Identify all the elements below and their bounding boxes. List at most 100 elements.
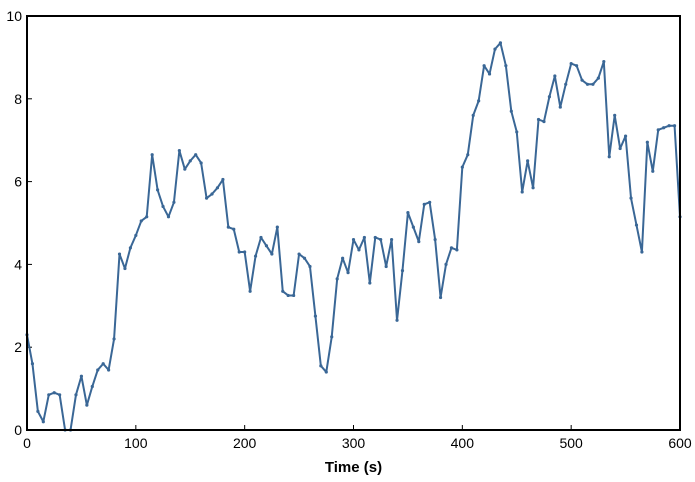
data-point xyxy=(221,177,225,182)
data-point xyxy=(558,105,562,109)
data-point xyxy=(662,126,666,130)
data-point xyxy=(515,130,519,134)
data-point xyxy=(341,256,345,260)
data-point xyxy=(79,374,84,378)
data-point xyxy=(585,82,590,86)
data-point xyxy=(667,124,671,128)
data-point xyxy=(531,186,535,190)
data-point xyxy=(52,391,56,395)
data-point xyxy=(400,269,405,273)
data-point xyxy=(618,146,622,151)
data-point xyxy=(188,159,192,163)
x-tick-label: 500 xyxy=(559,435,583,451)
data-point xyxy=(498,41,503,45)
data-point xyxy=(128,246,132,250)
data-point xyxy=(90,384,94,389)
data-point xyxy=(226,225,230,229)
y-tick-label: 6 xyxy=(14,174,22,190)
series-layer xyxy=(25,41,682,432)
data-point xyxy=(74,393,78,397)
data-point xyxy=(351,237,356,242)
data-point xyxy=(591,82,595,86)
data-point xyxy=(199,161,203,165)
data-point xyxy=(215,186,220,190)
data-point xyxy=(362,235,366,240)
data-point xyxy=(656,128,660,132)
data-point xyxy=(449,246,454,250)
series-line xyxy=(26,41,681,431)
data-point xyxy=(613,113,617,117)
data-point xyxy=(384,264,388,269)
x-tick-label: 200 xyxy=(233,435,257,451)
data-point xyxy=(536,117,541,122)
data-point xyxy=(194,153,198,157)
data-point xyxy=(248,289,252,293)
data-point xyxy=(411,225,415,229)
data-point xyxy=(466,153,470,157)
data-point xyxy=(96,368,100,372)
data-point xyxy=(433,237,437,242)
data-point xyxy=(368,281,372,285)
data-point xyxy=(444,262,448,266)
data-point xyxy=(139,219,143,223)
data-point xyxy=(373,235,377,240)
data-point xyxy=(607,155,611,159)
data-point xyxy=(41,420,45,424)
data-point xyxy=(596,76,600,80)
data-point xyxy=(232,227,236,231)
data-point xyxy=(335,277,339,281)
data-point xyxy=(264,244,269,248)
data-point xyxy=(455,248,459,252)
data-point xyxy=(580,78,584,82)
data-point xyxy=(569,62,573,66)
data-point xyxy=(477,99,481,103)
data-point xyxy=(243,250,247,254)
data-point xyxy=(553,74,557,78)
data-point xyxy=(281,289,285,293)
data-point xyxy=(575,64,579,68)
data-point xyxy=(177,148,181,153)
data-point xyxy=(672,124,677,128)
data-point xyxy=(112,337,116,341)
data-point xyxy=(107,368,111,372)
y-tick-label: 10 xyxy=(6,8,22,24)
data-point xyxy=(330,335,334,339)
data-point xyxy=(156,188,160,192)
data-point xyxy=(526,159,530,163)
data-point xyxy=(438,295,443,300)
data-point xyxy=(292,293,296,298)
data-point xyxy=(640,250,644,254)
x-tick-label: 400 xyxy=(451,435,475,451)
x-axis-title: Time (s) xyxy=(325,459,382,476)
data-point xyxy=(395,318,399,322)
data-point xyxy=(406,211,410,215)
data-point xyxy=(183,167,187,171)
plot-area-frame xyxy=(26,15,681,431)
axis-tick-labels: 0 100 200 300 400 500 600 0 2 4 6 8 10 xyxy=(6,8,691,451)
data-point xyxy=(237,250,241,254)
data-point xyxy=(134,233,138,238)
data-point xyxy=(602,59,606,64)
data-point xyxy=(651,169,655,173)
data-point xyxy=(389,237,394,242)
data-point xyxy=(634,223,639,227)
data-point xyxy=(58,393,62,397)
data-point xyxy=(161,204,165,209)
data-point xyxy=(520,190,524,194)
data-point xyxy=(297,252,301,256)
x-tick-label: 100 xyxy=(124,435,148,451)
y-tick-label: 8 xyxy=(14,91,22,107)
data-point xyxy=(30,362,35,366)
data-point xyxy=(210,192,214,196)
y-tick-label: 4 xyxy=(14,256,22,272)
data-point xyxy=(422,202,426,206)
data-point xyxy=(270,252,274,256)
data-point xyxy=(493,47,497,51)
data-point xyxy=(629,196,633,200)
data-point xyxy=(286,293,290,298)
y-tick-label: 2 xyxy=(14,339,22,355)
x-tick-label: 300 xyxy=(342,435,366,451)
data-point xyxy=(117,252,122,256)
